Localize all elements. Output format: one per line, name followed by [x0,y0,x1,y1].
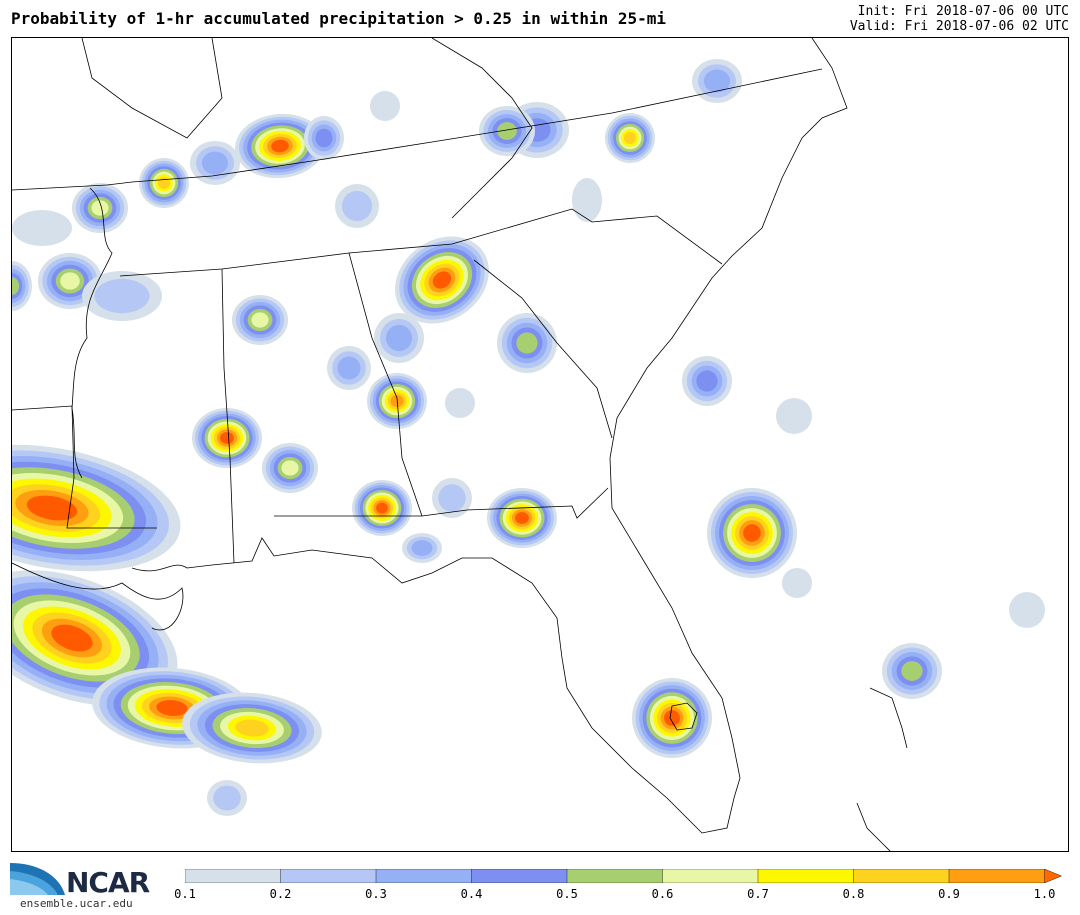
probability-contour [664,710,680,726]
lake-okeechobee [669,702,698,731]
border-tn-ga-al [119,208,723,277]
colorbar-segment [185,869,282,883]
probability-contour [213,785,241,811]
colorbar-segment [662,869,759,883]
site-url: ensemble.ucar.edu [20,897,133,910]
colorbar-arrow [1044,869,1062,883]
atlantic-coastline [609,38,848,509]
colorbar-segment [757,869,855,883]
colorbar-tick-label: 0.1 [174,887,196,901]
colorbar-tick-label: 0.8 [842,887,865,901]
probability-contour [703,69,731,93]
probability-contour [782,568,812,598]
colorbar-tick-label: 0.7 [747,887,769,901]
colorbar-tick-label: 0.9 [938,887,960,901]
colorbar [185,869,1062,883]
border-ga-sc [473,259,613,439]
probability-contour [281,460,299,476]
probability-contour [1009,592,1045,628]
louisiana-coast [12,562,184,631]
colorbar-tick-label: 0.5 [556,887,578,901]
probability-contour [901,661,923,681]
probability-contour [385,324,413,352]
probability-contour [337,356,361,380]
probability-contour [515,512,529,524]
probability-contour [26,495,78,521]
probability-contour [411,540,433,556]
probability-contour [156,700,188,716]
colorbar-segment [280,869,377,883]
colorbar-segment [471,869,568,883]
init-time: Init: Fri 2018-07-06 00 UTC [857,4,1069,19]
ncar-logo [10,863,65,895]
ncar-wordmark: NCAR [66,866,150,899]
colorbar-tick-label: 0.3 [365,887,387,901]
bahamas-abaco [856,802,891,851]
probability-contour [251,312,269,328]
probability-contour [158,177,170,189]
chart-title: Probability of 1-hr accumulated precipit… [11,9,667,28]
border-ms-al [221,268,235,564]
border-la-ms [12,405,157,529]
probability-contour [341,190,373,222]
colorbar-segment [375,869,473,883]
colorbar-tick-label: 0.6 [651,887,674,901]
probability-contour [776,398,812,434]
probability-contour [51,624,93,652]
valid-time: Valid: Fri 2018-07-06 02 UTC [849,19,1069,34]
colorbar-segment [566,869,664,883]
probability-contour [271,139,289,153]
colorbar-segment [948,869,1046,883]
probability-contour [91,200,109,216]
gulf-coastline [131,507,741,834]
colorbar-tick-label: 0.2 [269,887,292,901]
probability-contour [516,332,538,354]
probability-contour [438,484,466,512]
probability-contour [696,370,718,392]
probability-contour [94,278,150,314]
probability-contour [60,272,80,290]
probability-contour [315,128,333,148]
probability-contour [432,271,452,289]
probability-contour [376,502,388,514]
probability-contour [235,719,269,737]
state-borders [12,38,908,851]
colorbar-tick-label: 0.4 [460,887,483,901]
border-fl-north [274,487,609,519]
border-ky-tn [12,68,823,191]
probability-contour [220,432,234,444]
border-al-ga [348,252,423,517]
probability-contour [12,277,20,295]
precipitation-probability-field [12,59,1045,816]
probability-contour [370,91,400,121]
probability-contour [445,388,475,418]
probability-contour [12,210,72,246]
probability-contour [624,132,636,144]
probability-contour [201,151,229,175]
border-upper-west [81,38,223,139]
probability-contour [743,524,761,542]
forecast-times: Init: Fri 2018-07-06 00 UTC Valid: Fri 2… [850,4,1069,34]
bahamas-andros [869,687,908,749]
mississippi-river [71,187,113,479]
precip-probability-map [11,37,1069,852]
probability-contour [497,122,517,140]
colorbar-segment [853,869,950,883]
colorbar-tick-label: 1.0 [1033,887,1056,901]
probability-contour [572,178,602,222]
border-upper-mid [431,38,533,219]
